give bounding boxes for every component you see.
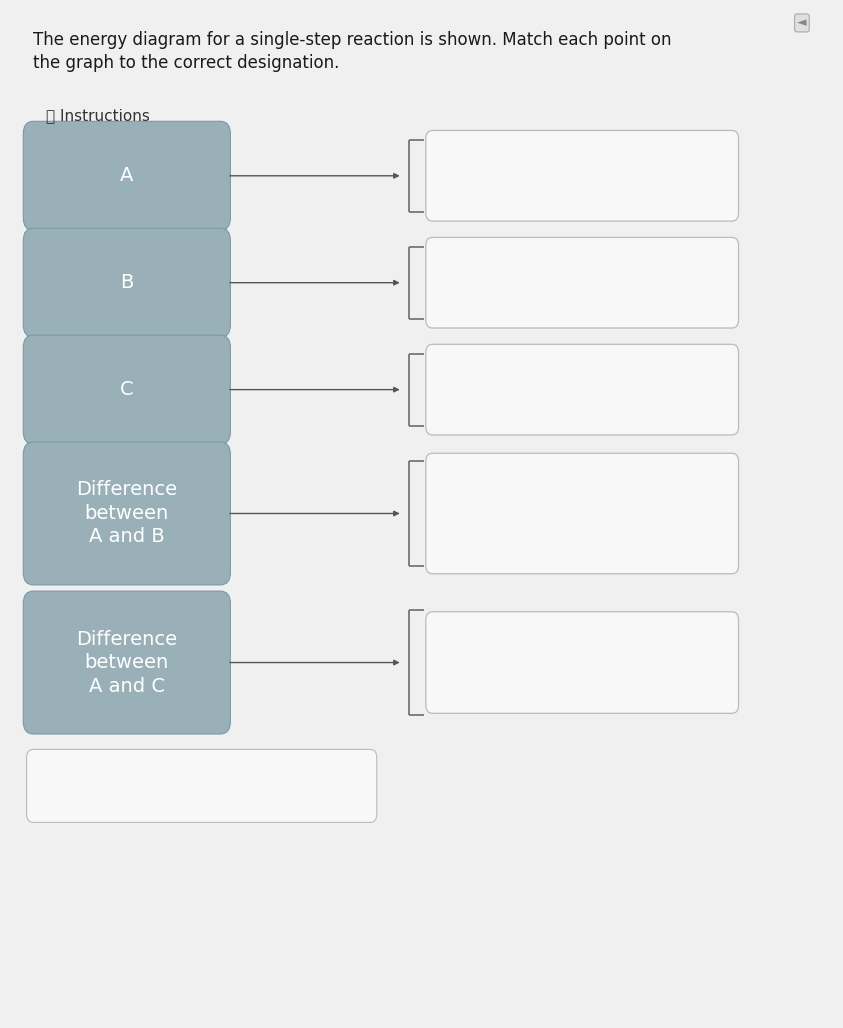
FancyBboxPatch shape [426, 237, 738, 328]
Text: Difference
between
A and B: Difference between A and B [76, 480, 177, 547]
Text: Difference
between
A and C: Difference between A and C [76, 629, 177, 696]
Text: The energy diagram for a single-step reaction is shown. Match each point on
the : The energy diagram for a single-step rea… [33, 31, 672, 72]
Text: B: B [121, 273, 133, 292]
Text: ⓘ Instructions: ⓘ Instructions [46, 108, 149, 123]
FancyBboxPatch shape [426, 612, 738, 713]
Text: ◄: ◄ [797, 16, 807, 30]
Text: A: A [121, 167, 133, 185]
FancyBboxPatch shape [24, 228, 230, 337]
FancyBboxPatch shape [27, 749, 377, 822]
FancyBboxPatch shape [24, 121, 230, 230]
FancyBboxPatch shape [426, 344, 738, 435]
FancyBboxPatch shape [24, 591, 230, 734]
FancyBboxPatch shape [24, 442, 230, 585]
Text: C: C [120, 380, 134, 399]
FancyBboxPatch shape [24, 335, 230, 444]
FancyBboxPatch shape [426, 453, 738, 574]
FancyBboxPatch shape [426, 131, 738, 221]
